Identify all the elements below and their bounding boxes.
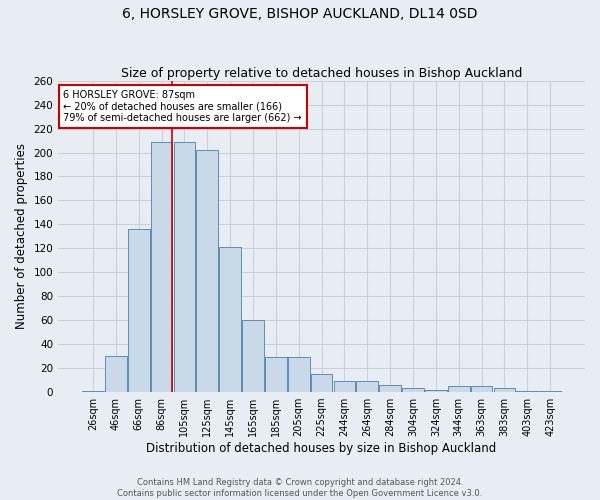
Bar bbox=[82, 391, 104, 392]
X-axis label: Distribution of detached houses by size in Bishop Auckland: Distribution of detached houses by size … bbox=[146, 442, 497, 455]
Bar bbox=[356, 382, 378, 392]
Bar bbox=[425, 390, 447, 392]
Bar bbox=[379, 385, 401, 392]
Bar bbox=[494, 388, 515, 392]
Bar bbox=[128, 229, 149, 392]
Bar bbox=[265, 358, 287, 392]
Bar bbox=[402, 388, 424, 392]
Text: 6 HORSLEY GROVE: 87sqm
← 20% of detached houses are smaller (166)
79% of semi-de: 6 HORSLEY GROVE: 87sqm ← 20% of detached… bbox=[64, 90, 302, 123]
Bar bbox=[196, 150, 218, 392]
Bar bbox=[471, 386, 493, 392]
Bar bbox=[242, 320, 264, 392]
Bar bbox=[151, 142, 172, 392]
Bar bbox=[539, 391, 561, 392]
Bar bbox=[448, 386, 470, 392]
Bar bbox=[288, 358, 310, 392]
Bar bbox=[105, 356, 127, 392]
Y-axis label: Number of detached properties: Number of detached properties bbox=[15, 144, 28, 330]
Bar bbox=[334, 382, 355, 392]
Bar bbox=[219, 247, 241, 392]
Title: Size of property relative to detached houses in Bishop Auckland: Size of property relative to detached ho… bbox=[121, 66, 522, 80]
Bar bbox=[173, 142, 195, 392]
Text: Contains HM Land Registry data © Crown copyright and database right 2024.
Contai: Contains HM Land Registry data © Crown c… bbox=[118, 478, 482, 498]
Text: 6, HORSLEY GROVE, BISHOP AUCKLAND, DL14 0SD: 6, HORSLEY GROVE, BISHOP AUCKLAND, DL14 … bbox=[122, 8, 478, 22]
Bar bbox=[517, 391, 538, 392]
Bar bbox=[311, 374, 332, 392]
